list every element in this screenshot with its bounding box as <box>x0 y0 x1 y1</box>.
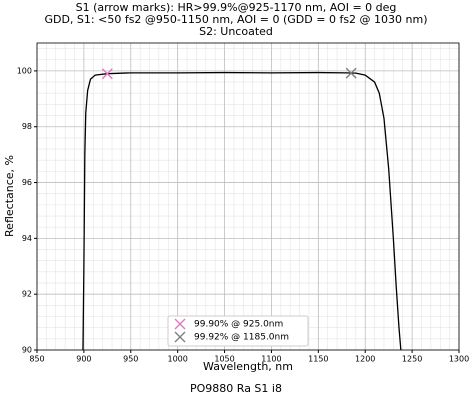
y-tick-label: 96 <box>22 178 32 187</box>
title-line: S2: Uncoated <box>199 25 273 38</box>
x-tick-label: 950 <box>123 355 138 364</box>
reflectance-line <box>82 71 402 351</box>
cross-stroke <box>345 67 357 79</box>
cross-stroke <box>174 331 186 343</box>
legend-box <box>167 315 309 347</box>
x-tick-label: 900 <box>76 355 91 364</box>
y-tick-label: 98 <box>22 122 32 131</box>
plot-frame <box>36 42 460 351</box>
marker <box>101 68 113 80</box>
legend-swatch <box>174 318 186 330</box>
legend-swatch <box>174 331 186 343</box>
y-axis-label: Reflectance, % <box>3 155 16 237</box>
y-tick-label: 92 <box>22 290 32 299</box>
y-tick-label: 100 <box>17 66 32 75</box>
x-tick-label: 1000 <box>167 355 187 364</box>
x-tick-label: 1150 <box>308 355 328 364</box>
cross-stroke <box>101 68 113 80</box>
legend-label: 99.92% @ 1185.0nm <box>194 333 289 343</box>
x-tick-label: 1200 <box>355 355 375 364</box>
title-line: S1 (arrow marks): HR>99.9%@925-1170 nm, … <box>76 1 397 14</box>
x-tick-label: 850 <box>29 355 44 364</box>
x-tick-label: 1050 <box>214 355 234 364</box>
legend-label: 99.90% @ 925.0nm <box>194 320 283 330</box>
x-tick-label: 1100 <box>261 355 281 364</box>
y-tick-label: 94 <box>22 234 32 243</box>
x-tick-label: 1300 <box>449 355 469 364</box>
x-tick-label: 1250 <box>402 355 422 364</box>
footer: PO9880 Ra S1 i8 <box>190 382 282 395</box>
y-tick-label: 90 <box>22 346 32 355</box>
title-line: GDD, S1: <50 fs2 @950-1150 nm, AOI = 0 (… <box>44 13 427 26</box>
cross-stroke <box>174 318 186 330</box>
marker <box>345 67 357 79</box>
x-axis-label: Wavelength, nm <box>203 360 293 373</box>
